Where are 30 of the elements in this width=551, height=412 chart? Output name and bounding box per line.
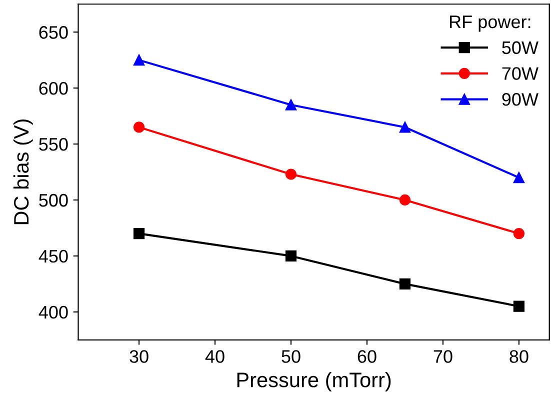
legend-label: 70W — [502, 67, 538, 80]
y-tick-label: 450 — [38, 250, 68, 263]
x-tick-label: 70 — [434, 350, 452, 363]
point — [513, 300, 525, 312]
point — [133, 54, 145, 66]
x-tick-label: 60 — [358, 350, 376, 363]
point — [513, 228, 525, 240]
x-tick-label: 50 — [282, 350, 300, 363]
y-tick-label: 500 — [39, 194, 68, 207]
point — [133, 228, 145, 240]
point — [285, 250, 297, 262]
legend-label: 50W — [502, 41, 538, 54]
x-tick-label: 30 — [130, 350, 148, 363]
x-axis-title: Pressure (mTorr) — [237, 372, 391, 392]
legend-title: RF power: — [450, 16, 530, 32]
x-tick-label: 40 — [205, 350, 224, 363]
point — [399, 278, 411, 290]
point — [133, 122, 145, 133]
point — [399, 122, 411, 133]
x-tick-label: 80 — [510, 350, 528, 363]
point — [399, 194, 411, 206]
point — [513, 172, 525, 184]
y-tick-label: 600 — [39, 82, 68, 95]
y-tick-label: 400 — [38, 306, 68, 319]
point — [285, 99, 297, 110]
y-tick-label: 550 — [39, 138, 68, 151]
y-axis-title: DC bias (V) — [13, 119, 33, 224]
legend-label: 90W — [502, 93, 538, 106]
y-tick-label: 650 — [39, 26, 68, 39]
point — [285, 168, 297, 180]
